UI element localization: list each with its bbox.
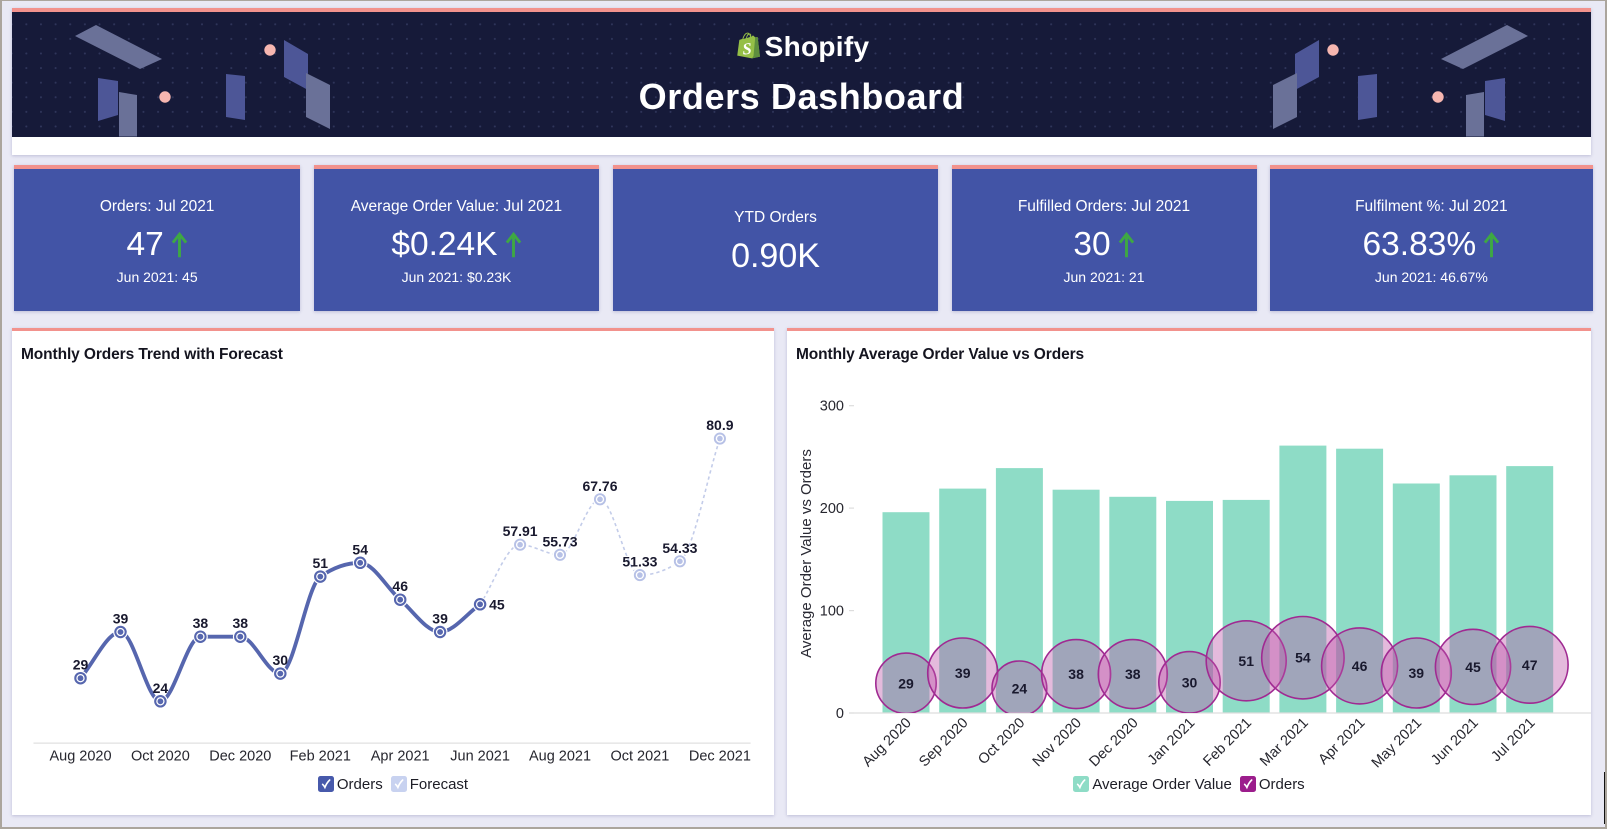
svg-text:54.33: 54.33 — [662, 539, 697, 555]
svg-text:55.73: 55.73 — [542, 533, 577, 549]
svg-text:39: 39 — [1409, 665, 1425, 681]
svg-text:39: 39 — [432, 610, 448, 626]
svg-text:May 2021: May 2021 — [1369, 715, 1425, 771]
svg-text:45: 45 — [1465, 658, 1481, 674]
svg-text:54: 54 — [1295, 649, 1311, 665]
svg-text:39: 39 — [113, 610, 129, 626]
svg-text:38: 38 — [193, 615, 209, 631]
svg-text:0: 0 — [836, 706, 844, 722]
svg-text:Nov 2020: Nov 2020 — [1030, 715, 1085, 770]
svg-text:54: 54 — [352, 541, 368, 557]
svg-text:Jul 2021: Jul 2021 — [1488, 715, 1538, 765]
svg-text:51: 51 — [313, 555, 329, 571]
svg-text:57.91: 57.91 — [503, 523, 538, 539]
svg-text:Jun 2021: Jun 2021 — [1428, 715, 1482, 769]
svg-text:30: 30 — [273, 652, 289, 668]
svg-text:100: 100 — [820, 603, 844, 619]
svg-text:Dec 2021: Dec 2021 — [689, 748, 751, 764]
svg-text:38: 38 — [233, 615, 249, 631]
svg-text:51.33: 51.33 — [622, 553, 657, 569]
svg-text:300: 300 — [820, 398, 844, 414]
svg-text:Dec 2020: Dec 2020 — [209, 748, 271, 764]
svg-text:80.9: 80.9 — [706, 417, 733, 433]
svg-text:29: 29 — [898, 675, 914, 691]
svg-text:Aug 2021: Aug 2021 — [529, 748, 591, 764]
svg-text:Mar 2021: Mar 2021 — [1257, 715, 1312, 770]
svg-text:47: 47 — [1522, 656, 1538, 672]
svg-text:30: 30 — [1182, 674, 1198, 690]
svg-text:Apr 2021: Apr 2021 — [371, 748, 430, 764]
svg-text:51: 51 — [1238, 652, 1254, 668]
svg-text:Dec 2020: Dec 2020 — [1086, 715, 1141, 770]
svg-text:Oct 2021: Oct 2021 — [610, 748, 669, 764]
svg-text:Feb 2021: Feb 2021 — [1200, 715, 1255, 770]
svg-text:67.76: 67.76 — [582, 477, 617, 493]
svg-text:Feb 2021: Feb 2021 — [290, 748, 351, 764]
svg-text:Jun 2021: Jun 2021 — [450, 748, 510, 764]
svg-text:Oct 2020: Oct 2020 — [975, 715, 1028, 768]
svg-text:Apr 2021: Apr 2021 — [1315, 715, 1368, 768]
svg-text:S: S — [741, 39, 752, 59]
svg-text:24: 24 — [153, 679, 169, 695]
svg-text:Jan 2021: Jan 2021 — [1145, 715, 1199, 769]
svg-text:Aug 2020: Aug 2020 — [49, 748, 111, 764]
svg-text:38: 38 — [1068, 666, 1084, 682]
svg-text:29: 29 — [73, 656, 89, 672]
svg-text:46: 46 — [392, 578, 408, 594]
svg-text:46: 46 — [1352, 657, 1368, 673]
svg-text:Aug 2020: Aug 2020 — [860, 715, 915, 770]
svg-text:200: 200 — [820, 501, 844, 517]
svg-text:24: 24 — [1012, 680, 1028, 696]
svg-text:38: 38 — [1125, 666, 1141, 682]
svg-text:Oct 2020: Oct 2020 — [131, 748, 190, 764]
svg-text:39: 39 — [955, 665, 971, 681]
svg-text:Sep 2020: Sep 2020 — [916, 715, 971, 770]
svg-text:45: 45 — [489, 596, 505, 612]
